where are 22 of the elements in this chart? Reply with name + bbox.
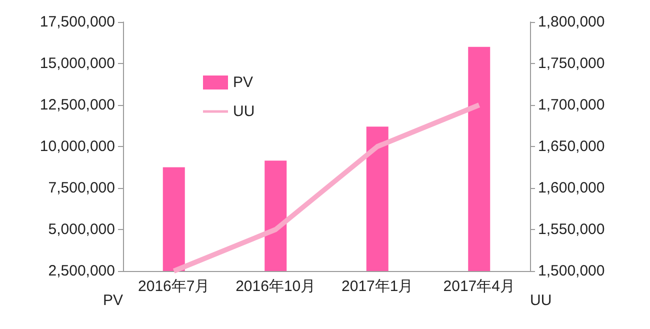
y2-tick-label: 1,600,000	[538, 180, 605, 196]
y-tick-label: 12,500,000	[40, 96, 115, 114]
y-tick-label: 10,000,000	[40, 138, 115, 155]
y-tick-label: 17,500,000	[40, 14, 115, 30]
y-tick-label: 7,500,000	[48, 180, 115, 196]
x-tick-label: 2017年4月	[443, 278, 515, 295]
y-tick-label: 2,500,000	[48, 262, 115, 280]
y-tick-label: 5,000,000	[48, 221, 115, 238]
x-tick-label: 2016年10月	[236, 278, 316, 295]
y2-tick-label: 1,650,000	[538, 138, 605, 155]
y-tick-label: 15,000,000	[40, 55, 115, 72]
legend-label: PV	[233, 74, 254, 91]
x-tick-label: 2016年7月	[138, 278, 210, 295]
y2-tick-label: 1,550,000	[538, 221, 605, 238]
y2-axis-title: UU	[530, 292, 552, 309]
y2-tick-label: 1,800,000	[538, 14, 605, 30]
y2-tick-label: 1,750,000	[538, 55, 605, 72]
legend-label: UU	[233, 103, 255, 120]
y2-tick-label: 1,500,000	[538, 262, 605, 280]
x-tick-label: 2017年1月	[342, 278, 414, 295]
y2-tick-label: 1,700,000	[538, 96, 605, 114]
y-axis-title: PV	[102, 292, 123, 309]
